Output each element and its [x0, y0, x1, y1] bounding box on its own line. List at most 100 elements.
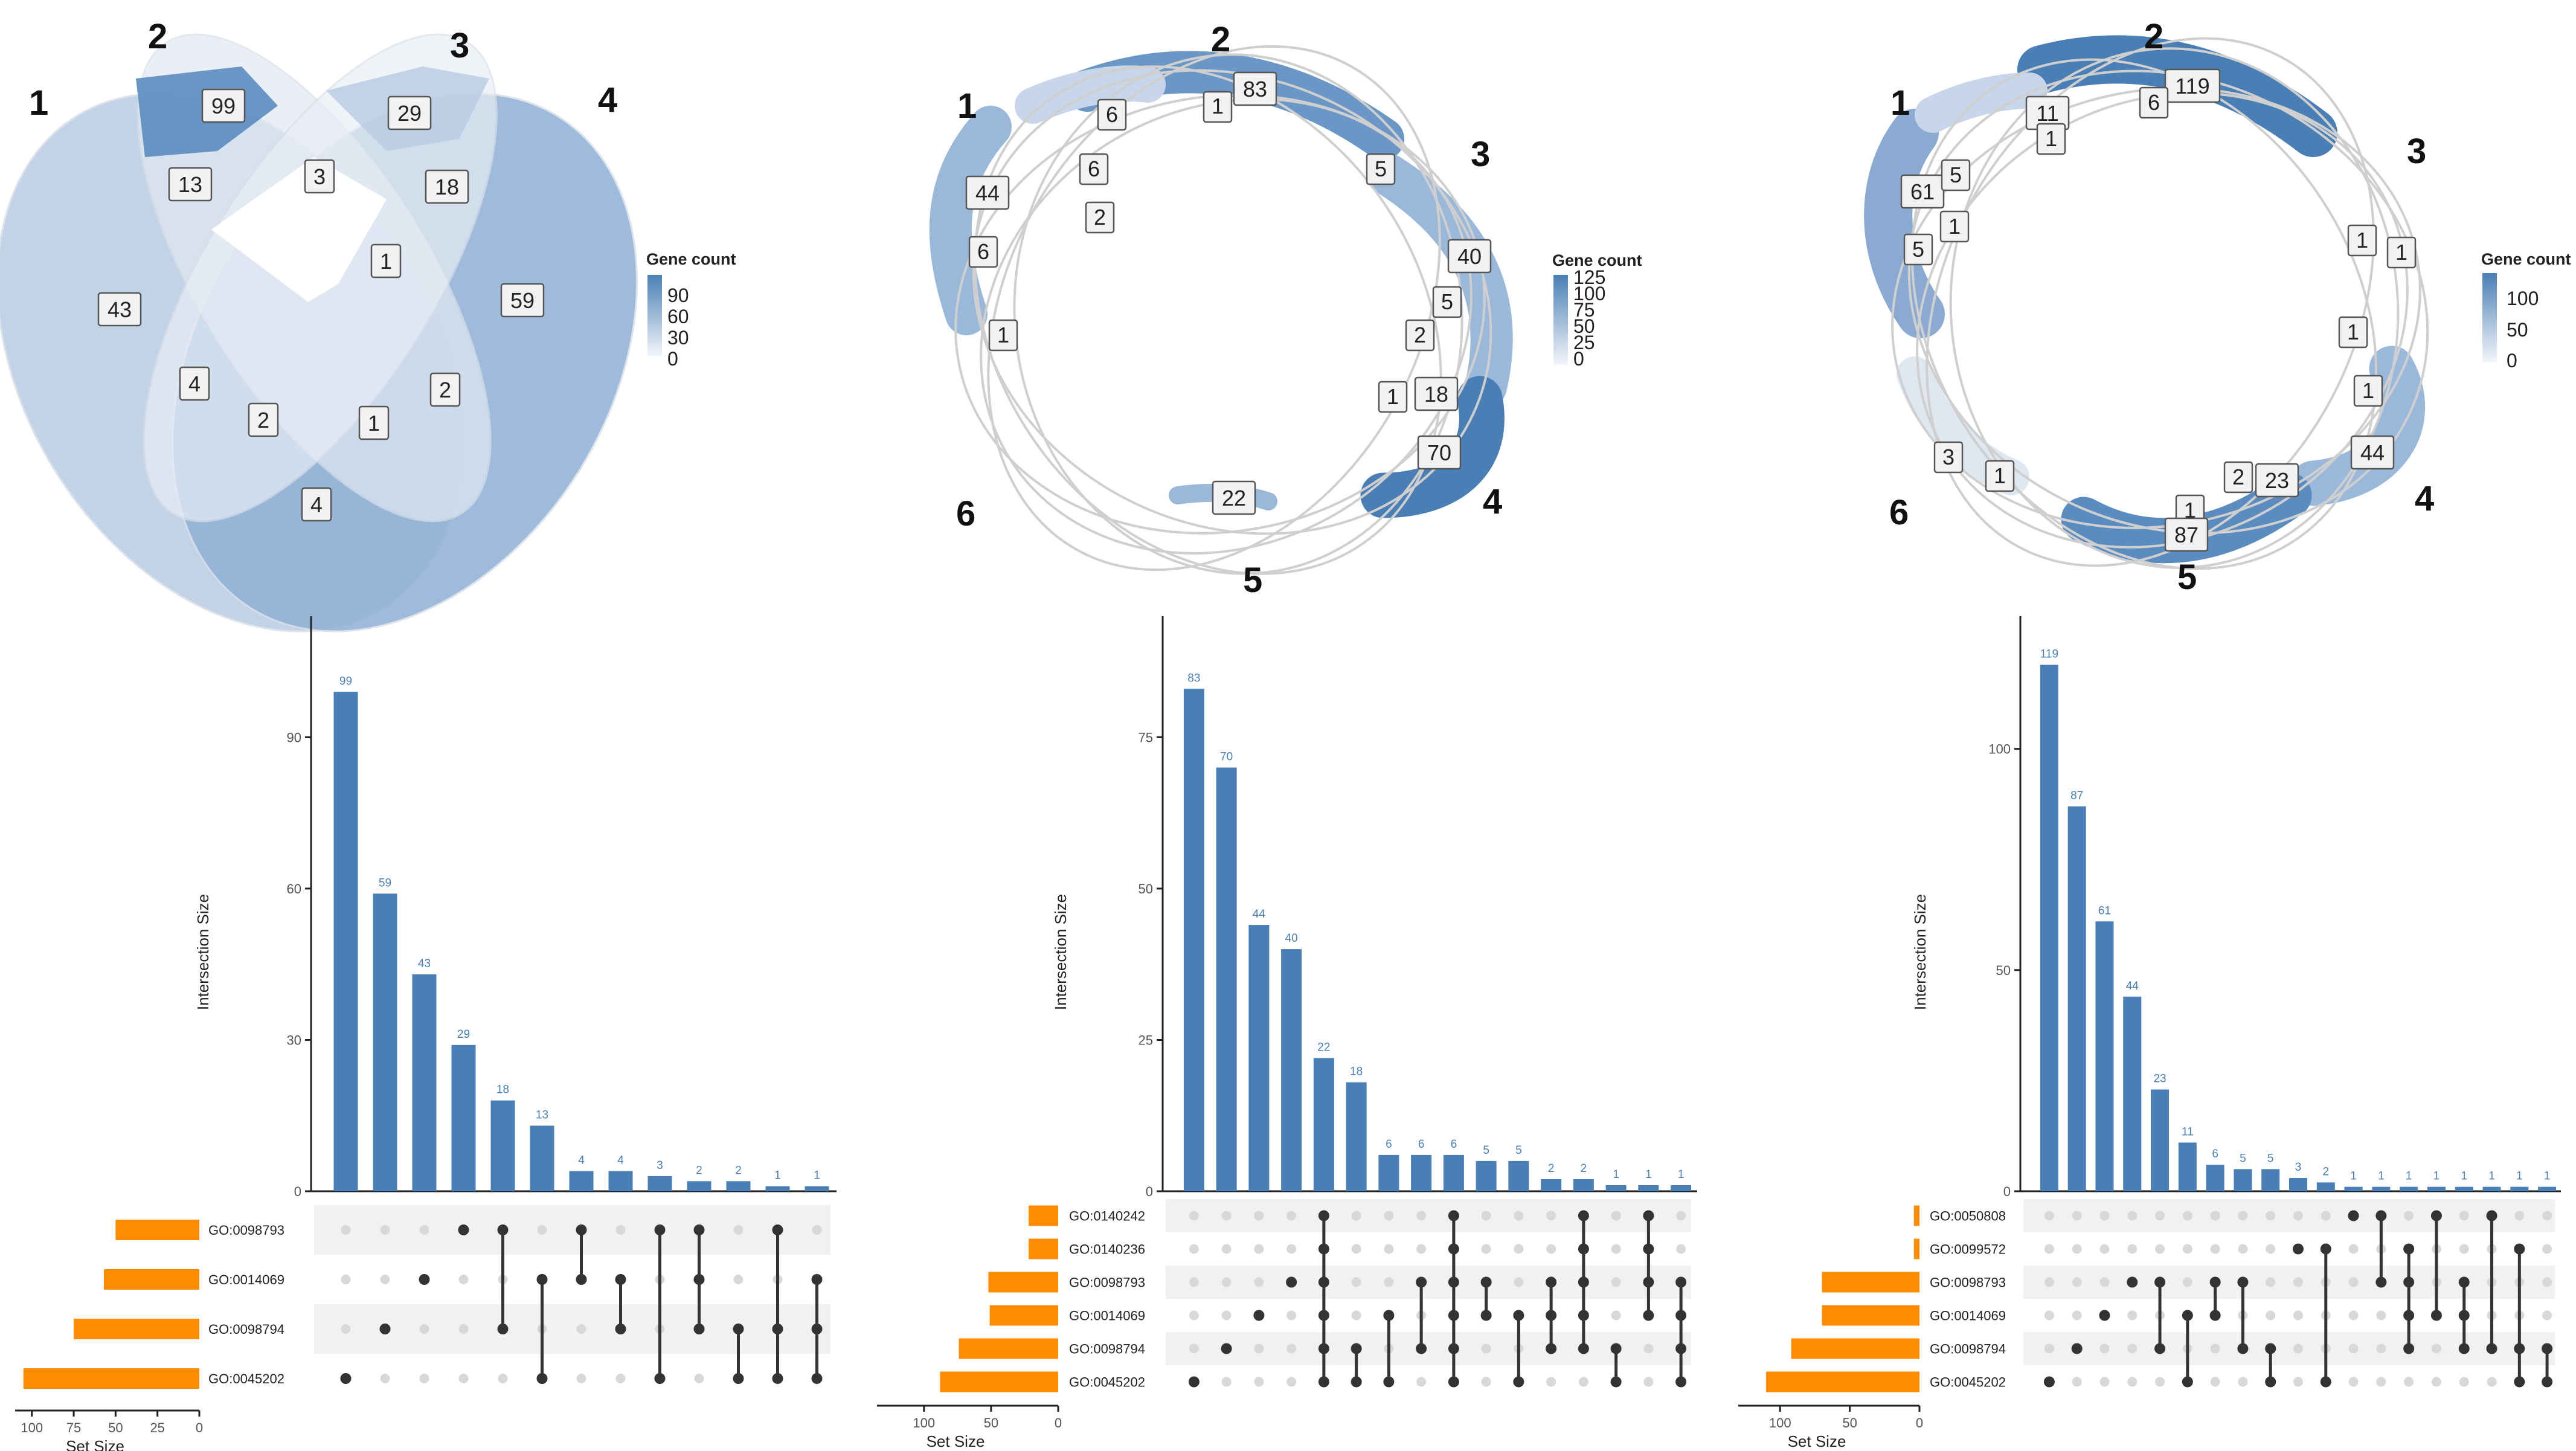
- set-size-bar: [1822, 1305, 1919, 1326]
- matrix-dot-empty: [458, 1275, 469, 1284]
- y-tick-label: 60: [287, 881, 301, 896]
- venn3-region-label: 1: [2347, 320, 2359, 344]
- matrix-dot-filled: [733, 1373, 744, 1384]
- matrix-dot-empty: [1514, 1211, 1524, 1221]
- bar-value-label: 1: [2516, 1170, 2523, 1183]
- intersection-bar: [1508, 1160, 1529, 1191]
- intersection-bar: [2538, 1186, 2557, 1191]
- matrix-dot-empty: [1481, 1244, 1491, 1254]
- legend-tick: 0: [2507, 350, 2517, 372]
- set-size-bar: [1766, 1371, 1919, 1392]
- matrix-dot-empty: [2072, 1277, 2082, 1287]
- bar-value-label: 2: [696, 1164, 702, 1177]
- matrix-dot-filled: [2514, 1343, 2525, 1354]
- intersection-bar: [1281, 949, 1302, 1191]
- venn1-set-label: 3: [450, 26, 469, 65]
- venn2-region-label: 2: [1094, 205, 1106, 230]
- venn2-set-label: 4: [1483, 482, 1502, 521]
- venn3-region-labels: 119 6 11 1 61 5 1 5 1 1 1 1 44 2 23 1 87…: [1900, 68, 2417, 552]
- matrix-dot-filled: [2182, 1376, 2193, 1388]
- matrix-dot-filled: [2430, 1210, 2442, 1221]
- matrix-dot-empty: [2266, 1277, 2276, 1287]
- bar-value-label: 1: [2406, 1170, 2412, 1183]
- matrix-dot-filled: [379, 1324, 391, 1334]
- intersection-bar: [2234, 1169, 2252, 1191]
- intersection-bar: [1378, 1154, 1399, 1191]
- matrix-dot-filled: [1351, 1343, 1362, 1354]
- set-size-bar: [959, 1338, 1058, 1359]
- venn1-set-label: 2: [148, 17, 167, 56]
- matrix-dot-empty: [1286, 1377, 1297, 1387]
- bar-value-label: 1: [1613, 1168, 1619, 1181]
- matrix-dot-empty: [1221, 1310, 1232, 1321]
- matrix-dot-empty: [1254, 1277, 1264, 1287]
- matrix-dot-filled: [2127, 1276, 2138, 1288]
- matrix-dot-empty: [1351, 1244, 1361, 1254]
- matrix-dot-filled: [2265, 1343, 2276, 1354]
- set-size-bar: [1029, 1238, 1058, 1260]
- y-axis-title: Intersection Size: [194, 894, 212, 1010]
- set-size-bar: [103, 1269, 199, 1290]
- set-name-label: GO:0098794: [1069, 1342, 1145, 1357]
- legend-colorbar: [2482, 273, 2497, 362]
- bar-value-label: 61: [2098, 904, 2111, 917]
- matrix-dot-empty: [2072, 1310, 2082, 1321]
- matrix-dot-empty: [1514, 1244, 1524, 1254]
- venn2-region-label: 6: [1088, 156, 1100, 181]
- matrix-dot-empty: [2376, 1377, 2386, 1387]
- bar-value-label: 4: [617, 1154, 624, 1167]
- matrix-dot-empty: [2266, 1310, 2276, 1321]
- intersection-bar: [1573, 1179, 1594, 1191]
- matrix-dot-filled: [1513, 1310, 1524, 1321]
- matrix-row-stripe: [1166, 1266, 1691, 1299]
- matrix-dot-empty: [2099, 1277, 2110, 1287]
- venn3-region-label: 44: [2360, 440, 2385, 465]
- matrix-dot-empty: [2127, 1343, 2138, 1354]
- matrix-dot-empty: [1351, 1310, 1361, 1321]
- matrix-dot-filled: [2154, 1343, 2166, 1354]
- matrix-dot-empty: [2376, 1310, 2386, 1321]
- matrix-dot-filled: [536, 1373, 548, 1384]
- intersection-bar: [1638, 1185, 1659, 1191]
- venn2-region-label: 6: [1106, 102, 1118, 127]
- set-size-tick-label: 0: [196, 1420, 203, 1435]
- matrix-dot-empty: [2210, 1377, 2220, 1387]
- legend-colorbar: [1553, 275, 1568, 365]
- matrix-dot-empty: [1221, 1244, 1232, 1254]
- matrix-dot-filled: [2182, 1310, 2193, 1321]
- venn1-set-label: 4: [598, 80, 617, 120]
- matrix-dot-filled: [2542, 1376, 2553, 1388]
- venn3-set-label: 5: [2177, 558, 2197, 597]
- set-size-tick-label: 50: [984, 1415, 998, 1430]
- venn1-region-label: 29: [397, 101, 422, 126]
- intersection-bar: [608, 1171, 633, 1191]
- matrix-dot-filled: [1318, 1343, 1329, 1354]
- venn3-region-label: 1: [1948, 214, 1961, 239]
- matrix-dot-filled: [772, 1224, 783, 1235]
- matrix-dot-empty: [380, 1225, 390, 1235]
- matrix-dot-filled: [1318, 1243, 1329, 1255]
- matrix-dot-filled: [1480, 1276, 1492, 1288]
- matrix-dot-empty: [2348, 1377, 2359, 1387]
- matrix-dot-empty: [2099, 1244, 2110, 1254]
- matrix-row-stripe: [1166, 1199, 1691, 1232]
- intersection-bar: [1346, 1082, 1367, 1191]
- intersection-bar: [569, 1171, 594, 1191]
- matrix-dot-filled: [1448, 1376, 1459, 1388]
- intersection-bar: [1476, 1160, 1497, 1191]
- matrix-dot-filled: [1578, 1243, 1589, 1255]
- matrix-dot-empty: [1189, 1310, 1199, 1321]
- matrix-dot-empty: [2293, 1277, 2303, 1287]
- matrix-dot-filled: [1675, 1276, 1687, 1288]
- legend-tick: 125: [1573, 266, 1605, 288]
- matrix-dot-empty: [458, 1324, 469, 1334]
- bar-value-label: 6: [1418, 1138, 1425, 1151]
- venn1-region-label: 99: [211, 94, 236, 118]
- set-size-bar: [74, 1319, 199, 1339]
- matrix-dot-filled: [576, 1274, 587, 1285]
- matrix-dot-empty: [2376, 1343, 2386, 1354]
- set-name-label: GO:0014069: [1069, 1308, 1145, 1324]
- bar-value-label: 18: [496, 1084, 509, 1096]
- venn-6set-center: 83 1 6 6 44 2 6 5 40 5 2 1 18 70 22 1 1 …: [929, 20, 1642, 600]
